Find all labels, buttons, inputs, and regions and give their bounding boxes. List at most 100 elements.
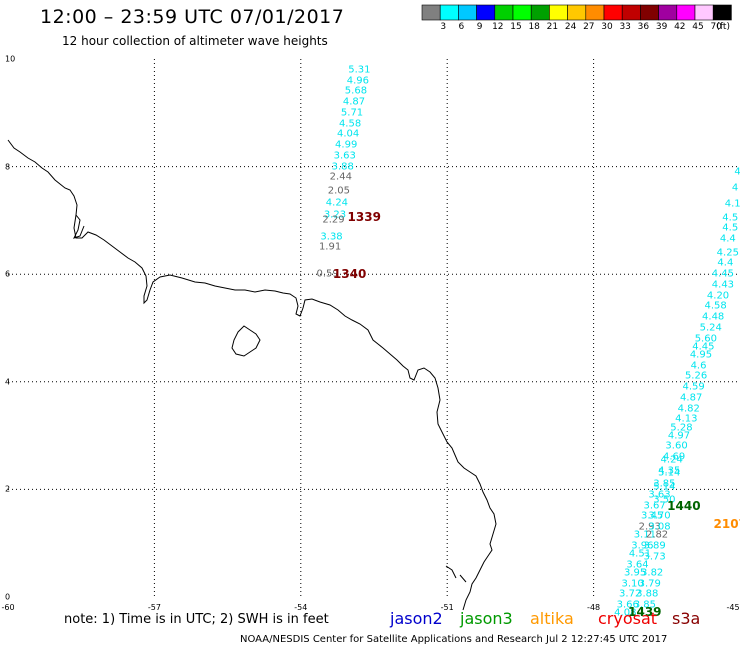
colorbar-swatch <box>476 4 496 21</box>
wave-height-value: 4.6 <box>690 360 707 372</box>
wave-height-value: 4.25 <box>716 247 739 259</box>
wave-height-value: 5.60 <box>694 333 717 345</box>
graticule <box>8 59 740 597</box>
colorbar-label: 42 <box>674 22 686 32</box>
wave-height-value: 2.93 <box>638 521 661 533</box>
wave-height-value: 3.82 <box>641 567 664 579</box>
wave-height-value: 4.5 <box>722 212 739 224</box>
colorbar-swatch <box>512 4 532 21</box>
wave-height-value: 3.45 <box>641 510 664 522</box>
wave-height-value: 4.13 <box>675 413 698 425</box>
longitude-tick-label: -51 <box>440 603 454 612</box>
wave-height-value: 5.68 <box>344 85 368 97</box>
wave-height-value: 3.96 <box>631 540 654 552</box>
wave-height-value: 3.64 <box>626 559 649 571</box>
colorbar-swatch <box>439 4 459 21</box>
wave-height-value: 3.63 <box>648 489 671 501</box>
wave-height-value: 3.85 <box>633 599 656 611</box>
wave-height-value: 2.82 <box>645 529 669 541</box>
map-subtitle: 12 hour collection of altimeter wave hei… <box>62 34 328 48</box>
colorbar-label: 30 <box>601 22 613 32</box>
wave-height-value: 4.95 <box>689 349 713 361</box>
wave-height-value: 3.66 <box>616 599 639 611</box>
colorbar-swatch <box>421 4 441 21</box>
longitude-tick-label: -60 <box>1 603 15 612</box>
satellite-legend-cryosat: cryosat <box>598 609 658 628</box>
longitude-tick-label: -45 <box>726 603 740 612</box>
pass-time-label: 2107 <box>713 517 740 532</box>
wave-height-value: 3.73 <box>643 551 666 563</box>
latitude-tick-label: 2 <box>5 484 11 494</box>
wave-height-value: 5.14 <box>653 481 676 493</box>
colorbar-swatch <box>603 4 623 21</box>
wave-height-value: 4.4 <box>717 257 734 269</box>
wave-height-value: 3.10 <box>621 578 644 590</box>
wave-height-value: 3.50 <box>653 494 676 506</box>
wave-height-value: 4.08 <box>614 607 637 619</box>
colorbar-swatch <box>549 4 568 21</box>
wave-height-value: 4.99 <box>335 139 358 151</box>
wave-height-value: 4.97 <box>667 430 691 442</box>
coastline <box>7 139 497 611</box>
colorbar-label: 18 <box>528 22 540 32</box>
colorbar-swatch <box>530 4 550 21</box>
wave-height-value: 4 <box>731 182 739 194</box>
pass-time-label: 1440 <box>667 498 701 513</box>
wave-height-value: 4.35 <box>658 465 681 477</box>
wave-height-value: 2.29 <box>322 214 345 226</box>
colorbar-swatch <box>567 4 587 21</box>
wave-height-value: 0.59 <box>316 268 339 280</box>
wave-height-value: 5.24 <box>699 322 722 334</box>
colorbar-label: 6 <box>458 22 465 32</box>
wave-height-value: 4.96 <box>346 75 370 87</box>
island-path <box>231 325 261 357</box>
colorbar-label: 70 <box>710 22 722 32</box>
wave-height-value: 4.43 <box>711 279 735 291</box>
latitude-tick-label: 10 <box>5 54 16 64</box>
colorbar-label: 33 <box>619 22 631 32</box>
colorbar <box>421 4 732 21</box>
colorbar-label: 39 <box>655 22 668 32</box>
wave-height-value: 3.85 <box>653 478 676 490</box>
wave-height-value: 3.88 <box>636 588 659 600</box>
wave-height-value: 5.14 <box>658 467 681 479</box>
wave-height-value: 4.87 <box>342 96 366 108</box>
wave-height-value: 2.05 <box>327 185 350 197</box>
wave-height-value: 4.1 <box>724 198 740 210</box>
colorbar-label: 12 <box>492 22 504 32</box>
longitude-tick-label: -54 <box>294 603 308 612</box>
map-title: 12:00 – 23:59 UTC 07/01/2017 <box>40 6 345 28</box>
wave-height-value: 3.23 <box>323 209 347 221</box>
wave-height-value: 4.20 <box>706 290 730 302</box>
river-mouth-path <box>73 214 467 583</box>
wave-height-value: 3.67 <box>643 500 666 512</box>
colorbar-swatch <box>621 4 641 21</box>
longitude-tick-label: -48 <box>587 603 601 612</box>
wave-height-value: 4.5 <box>722 222 739 234</box>
colorbar-label: 21 <box>546 22 559 32</box>
wave-height-value: 4.4 <box>719 233 736 245</box>
credit-line: NOAA/NESDIS Center for Satellite Applica… <box>240 634 668 645</box>
wave-height-value: 3.11 <box>633 529 656 541</box>
colorbar-label: 36 <box>637 22 650 32</box>
longitude-tick-label: -57 <box>147 603 161 612</box>
wave-height-value: 4.45 <box>692 341 715 353</box>
wave-height-value: 1.91 <box>318 241 342 253</box>
latitude-tick-label: 4 <box>5 377 11 387</box>
wave-height-value: 3.89 <box>643 540 666 552</box>
wave-height-value: 4.48 <box>702 311 725 323</box>
pass-time-label: 1439 <box>628 605 662 620</box>
colorbar-label: 15 <box>510 22 522 32</box>
wave-height-value: 3.70 <box>648 510 671 522</box>
wave-height-value: 4.82 <box>677 403 700 415</box>
pass-time-label: 1339 <box>347 209 381 224</box>
colorbar-label: 9 <box>476 22 483 32</box>
units-note: note: 1) Time is in UTC; 2) SWH is in fe… <box>64 612 329 627</box>
colorbar-swatch <box>640 4 659 21</box>
wave-height-value: 4.87 <box>680 392 703 404</box>
wave-height-value: 3.88 <box>331 161 354 173</box>
colorbar-swatch <box>712 4 732 21</box>
colorbar-swatch <box>458 4 477 21</box>
latitude-tick-label: 6 <box>5 269 11 279</box>
wave-height-value: 4.59 <box>682 381 705 393</box>
